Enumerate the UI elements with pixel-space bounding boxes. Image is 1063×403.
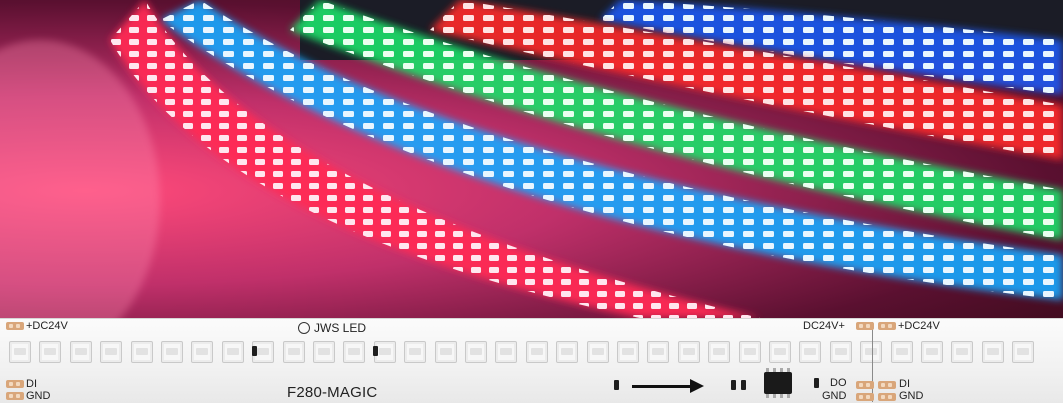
solder-pad (878, 393, 896, 401)
brand-label: JWS LED (314, 321, 367, 335)
led-chip (678, 341, 700, 363)
led-chip (1012, 341, 1034, 363)
resistor (814, 378, 819, 388)
led-chip (830, 341, 852, 363)
label-right-di: DI (899, 378, 910, 390)
led-chip (465, 341, 487, 363)
led-chip (161, 341, 183, 363)
resistor (373, 346, 378, 356)
logo-ring-icon (298, 322, 310, 334)
led-chip (131, 341, 153, 363)
led-chip (617, 341, 639, 363)
solder-pad (856, 393, 874, 401)
driver-ic-chip (764, 368, 792, 398)
led-chip (647, 341, 669, 363)
led-chip (9, 341, 31, 363)
led-chip (587, 341, 609, 363)
label-right-dc24v-plus: DC24V+ (803, 320, 845, 332)
led-chip (769, 341, 791, 363)
direction-arrow-icon (632, 385, 694, 388)
solder-pad (856, 322, 874, 330)
model-label: F280-MAGIC (287, 384, 378, 401)
led-chip (222, 341, 244, 363)
led-chip (951, 341, 973, 363)
solder-pad (878, 381, 896, 389)
led-chip (739, 341, 761, 363)
led-chip (283, 341, 305, 363)
solder-pad (6, 322, 24, 330)
led-chip (982, 341, 1004, 363)
solder-pad (6, 392, 24, 400)
led-chip (313, 341, 335, 363)
solder-pad (6, 380, 24, 388)
resistor (741, 380, 746, 390)
resistor (731, 380, 736, 390)
direction-arrow-head (690, 379, 704, 393)
led-chip (39, 341, 61, 363)
led-chip (708, 341, 730, 363)
label-left-dc24v: +DC24V (26, 320, 68, 332)
label-left-gnd: GND (26, 390, 51, 402)
label-do: DO (830, 377, 847, 389)
led-chip (404, 341, 426, 363)
label-gnd-left: GND (822, 390, 847, 402)
led-chip (495, 341, 517, 363)
led-chip (343, 341, 365, 363)
solder-pad (856, 381, 874, 389)
label-right-gnd: GND (899, 390, 924, 402)
label-right-plus-dc24v: +DC24V (898, 320, 940, 332)
led-chip (191, 341, 213, 363)
label-left-di: DI (26, 378, 37, 390)
led-chip (526, 341, 548, 363)
cut-line (872, 322, 873, 402)
resistor (252, 346, 257, 356)
led-chip (921, 341, 943, 363)
solder-pad (878, 322, 896, 330)
led-chip (799, 341, 821, 363)
led-chip (435, 341, 457, 363)
led-chip (891, 341, 913, 363)
led-chip (556, 341, 578, 363)
led-chip (860, 341, 882, 363)
glowing-strips-illustration (0, 0, 1063, 318)
led-chip (70, 341, 92, 363)
led-chip (100, 341, 122, 363)
resistor (614, 380, 619, 390)
led-strip-photo (0, 0, 1063, 318)
